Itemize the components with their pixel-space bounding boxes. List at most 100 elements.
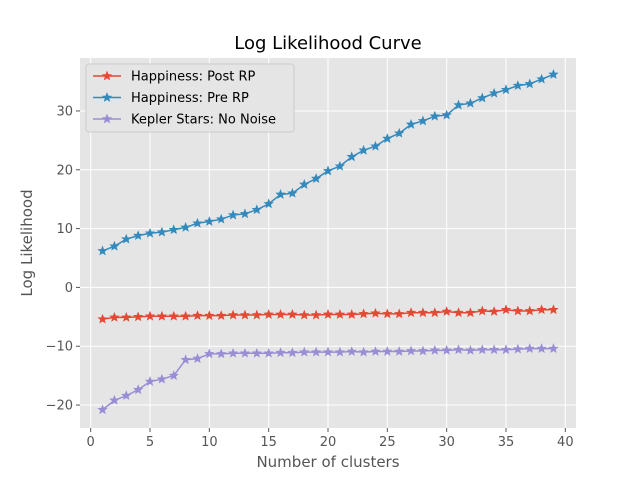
y-tick-label: 20 <box>56 163 73 178</box>
y-tick-label: 0 <box>65 281 73 296</box>
data-point <box>394 346 405 356</box>
data-point <box>156 373 168 384</box>
data-point <box>204 310 215 321</box>
x-axis-label: Number of clusters <box>256 453 399 471</box>
x-tick-label: 35 <box>498 435 515 450</box>
series-3 <box>97 343 559 415</box>
data-point <box>548 304 559 315</box>
data-point <box>429 344 440 355</box>
data-point <box>417 345 429 356</box>
data-point <box>334 160 346 171</box>
data-point <box>524 305 535 316</box>
data-point <box>263 198 274 209</box>
data-point <box>204 348 215 359</box>
data-point <box>536 343 547 353</box>
data-point <box>465 344 476 355</box>
data-point <box>287 309 298 319</box>
data-point <box>394 308 405 319</box>
data-point <box>275 347 286 358</box>
chart-title: Log Likelihood Curve <box>234 33 421 54</box>
data-point <box>275 309 286 319</box>
data-point <box>382 133 393 143</box>
legend-label: Happiness: Post RP <box>131 70 256 85</box>
data-point <box>227 309 239 320</box>
legend-item: Happiness: Pre RP <box>93 91 249 106</box>
data-point <box>299 309 310 320</box>
legend-label: Kepler Stars: No Noise <box>131 113 276 128</box>
data-point <box>465 307 476 318</box>
data-point <box>204 216 215 226</box>
data-point <box>132 311 144 322</box>
data-point <box>500 344 512 355</box>
data-point <box>500 84 512 95</box>
data-point <box>216 310 227 321</box>
legend-marker <box>101 92 113 102</box>
data-point <box>417 115 429 126</box>
data-point <box>263 347 274 358</box>
data-point <box>370 346 381 356</box>
legend-box <box>85 63 295 133</box>
data-point <box>299 179 310 189</box>
x-tick-label: 40 <box>557 435 574 450</box>
data-point <box>322 165 334 176</box>
data-point <box>144 310 156 321</box>
data-point <box>287 347 298 358</box>
legend-item: Kepler Stars: No Noise <box>93 113 276 128</box>
data-point <box>346 309 357 319</box>
legend-marker <box>101 113 113 124</box>
data-point <box>441 306 452 316</box>
data-point <box>144 376 156 386</box>
data-point <box>453 99 464 110</box>
data-point <box>121 233 132 244</box>
data-point <box>334 309 346 319</box>
axis-ticks: 0 5 10 15 20 25 30 35 40 −20 −10 0 10 20 30 <box>46 104 574 450</box>
data-point <box>536 304 547 315</box>
data-point <box>524 343 535 353</box>
legend: Happiness: Post RP Happiness: Pre RP Keple… <box>85 63 295 133</box>
data-point <box>192 310 203 321</box>
data-point <box>548 69 559 79</box>
data-point <box>109 311 120 322</box>
data-point <box>97 404 108 415</box>
data-point <box>109 394 120 405</box>
data-point <box>216 348 227 359</box>
data-point <box>346 151 357 162</box>
y-axis-label: Log Likelihood <box>18 189 36 296</box>
data-point <box>310 346 322 357</box>
data-point <box>180 354 191 365</box>
legend-item: Happiness: Post RP <box>93 70 256 85</box>
x-tick-label: 30 <box>438 435 455 450</box>
data-point <box>322 309 334 319</box>
data-point <box>524 78 535 89</box>
data-point <box>358 144 369 155</box>
data-point <box>346 346 357 356</box>
data-point <box>405 307 417 318</box>
data-point <box>500 304 512 315</box>
series-1 <box>97 304 559 324</box>
data-point <box>192 217 203 228</box>
data-point <box>168 370 179 381</box>
data-point <box>382 346 393 356</box>
data-point <box>121 311 132 322</box>
data-point <box>168 310 179 321</box>
data-point <box>168 224 179 235</box>
data-point <box>310 309 322 320</box>
data-point <box>382 308 393 319</box>
data-point <box>144 227 156 238</box>
data-point <box>370 307 381 318</box>
data-point <box>310 173 322 183</box>
x-tick-label: 5 <box>146 435 154 450</box>
data-point <box>548 343 559 353</box>
data-point <box>156 226 168 237</box>
data-point <box>180 310 191 321</box>
series-lines <box>97 69 559 415</box>
data-point <box>512 80 524 91</box>
data-point <box>334 346 346 357</box>
data-point <box>441 109 452 120</box>
data-point <box>275 189 286 199</box>
data-point <box>299 346 310 357</box>
x-tick-label: 20 <box>320 435 337 450</box>
x-tick-label: 15 <box>260 435 277 450</box>
data-point <box>429 110 440 121</box>
data-point <box>512 343 524 354</box>
